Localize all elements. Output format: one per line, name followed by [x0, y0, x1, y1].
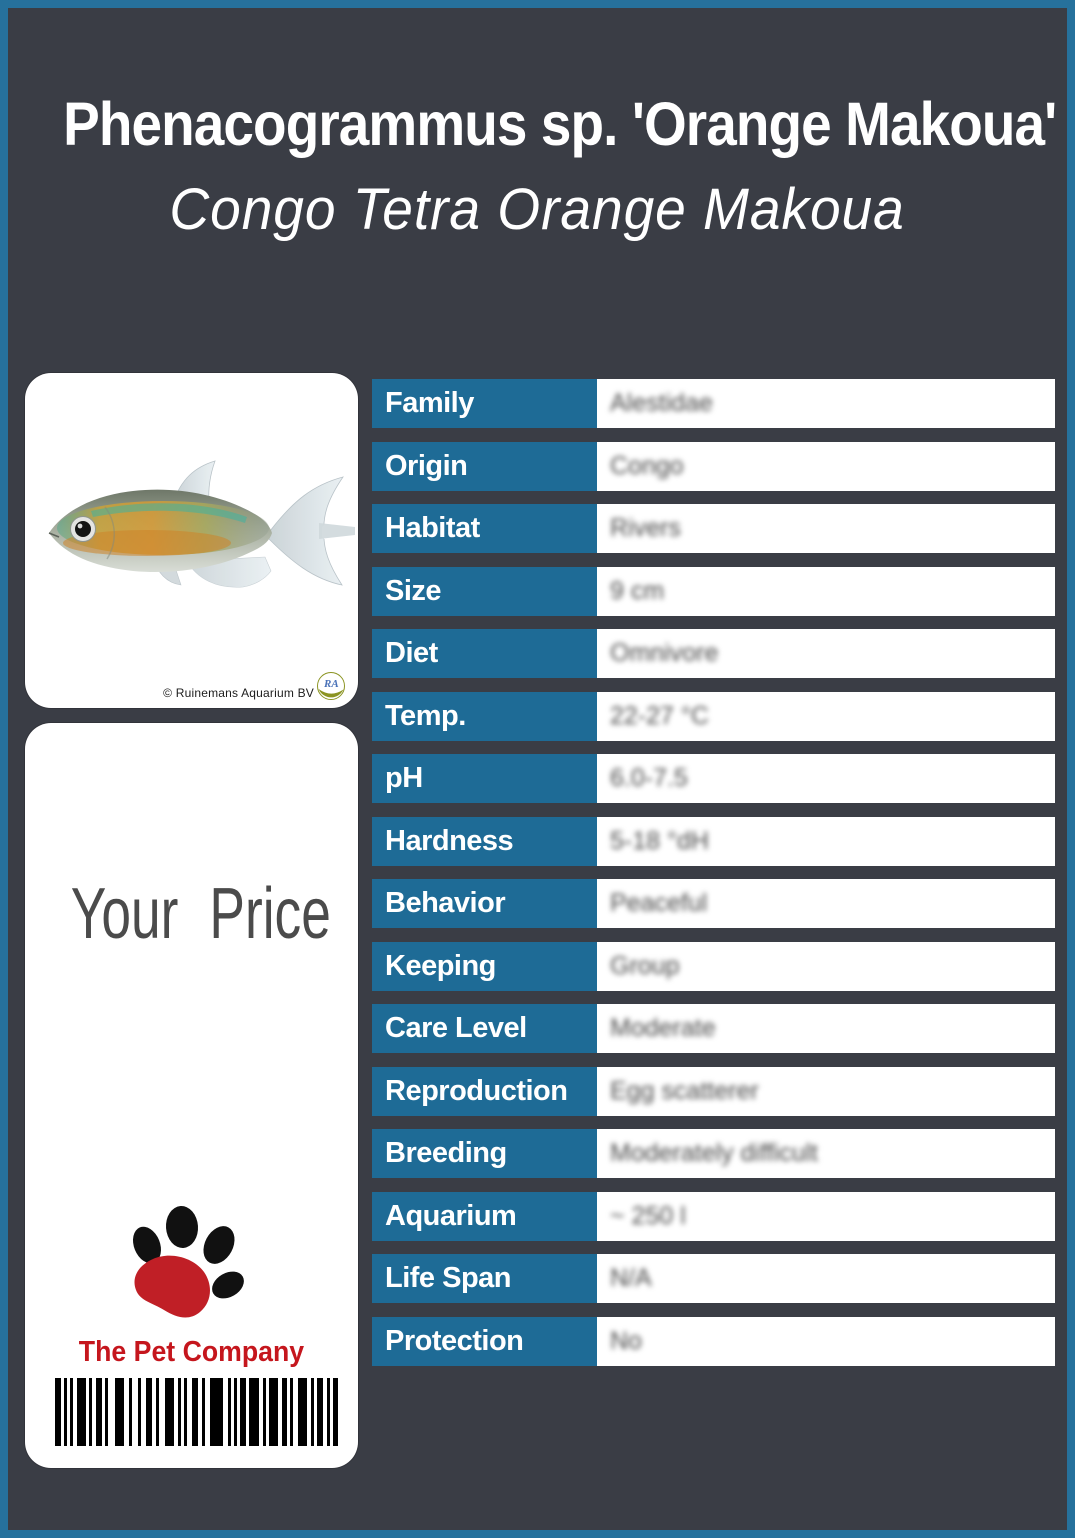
congo-tetra-photo [48, 460, 355, 588]
price-card: Your Price The Pet Company [25, 723, 358, 1468]
row-label: Origin [372, 441, 597, 491]
table-row: Keeping Group [372, 941, 1055, 991]
row-value-text: ~ 250 l [610, 1201, 686, 1230]
row-value-text: Rivers [610, 514, 681, 542]
table-row: Temp. 22-27 °C [372, 691, 1055, 741]
row-value: Rivers [597, 504, 1055, 553]
table-row: Family Alestidae [372, 379, 1055, 428]
paw-icon [133, 1206, 244, 1318]
row-value-text: 6.0-7.5 [610, 764, 688, 792]
page-title: Phenacogrammus sp. 'Orange Makoua' [8, 92, 1067, 156]
row-label: Life Span [372, 1254, 597, 1303]
row-value-text: Peaceful [610, 889, 708, 917]
table-row: Protection No [372, 1316, 1055, 1366]
row-label: Hardness [372, 816, 597, 866]
row-value: 5-18 °dH [597, 816, 1055, 866]
row-label: Protection [372, 1316, 597, 1366]
row-value-text: Omnivore [610, 639, 719, 667]
row-value-text: 5-18 °dH [610, 826, 709, 855]
row-value: ~ 250 l [597, 1191, 1055, 1241]
row-label: Care Level [372, 1004, 597, 1053]
row-label: Keeping [372, 941, 597, 991]
table-row: Aquarium ~ 250 l [372, 1191, 1055, 1241]
row-value-text: No [610, 1326, 642, 1355]
table-row: Reproduction Egg scatterer [372, 1066, 1055, 1116]
row-value: Congo [597, 441, 1055, 491]
price-label: Your Price [70, 874, 331, 954]
row-value-text: Moderate [610, 1014, 716, 1042]
row-label: Family [372, 379, 597, 428]
row-value: N/A [597, 1254, 1055, 1303]
species-name: Phenacogrammus sp. 'Orange Makoua' [63, 90, 1057, 158]
row-label: Behavior [372, 879, 597, 928]
table-row: Care Level Moderate [372, 1004, 1055, 1053]
page-subtitle: Congo Tetra Orange Makoua [8, 178, 1067, 242]
row-value: Peaceful [597, 879, 1055, 928]
row-value: Egg scatterer [597, 1066, 1055, 1116]
row-value-text: Moderately difficult [610, 1139, 818, 1167]
info-table: Family Alestidae Origin Congo Habitat Ri… [372, 379, 1055, 1366]
row-value: Omnivore [597, 629, 1055, 678]
table-row: pH 6.0-7.5 [372, 754, 1055, 803]
row-value: No [597, 1316, 1055, 1366]
row-label: Size [372, 566, 597, 616]
row-value-text: 22-27 °C [610, 701, 709, 730]
row-value: 6.0-7.5 [597, 754, 1055, 803]
barcode [55, 1378, 338, 1446]
row-label: pH [372, 754, 597, 803]
table-row: Behavior Peaceful [372, 879, 1055, 928]
row-value: Alestidae [597, 379, 1055, 428]
row-value-text: 9 cm [610, 576, 665, 605]
row-label: Breeding [372, 1129, 597, 1178]
row-value: Moderately difficult [597, 1129, 1055, 1178]
photo-copyright: © Ruinemans Aquarium BV [163, 686, 314, 700]
row-value: 22-27 °C [597, 691, 1055, 741]
row-value: Moderate [597, 1004, 1055, 1053]
svg-text:RA: RA [323, 678, 339, 690]
table-row: Size 9 cm [372, 566, 1055, 616]
row-label: Temp. [372, 691, 597, 741]
table-row: Breeding Moderately difficult [372, 1129, 1055, 1178]
row-value-text: N/A [610, 1264, 652, 1292]
table-row: Life Span N/A [372, 1254, 1055, 1303]
fish-photo-card: © Ruinemans Aquarium BV RA [25, 373, 358, 708]
row-label: Habitat [372, 504, 597, 553]
row-value: Group [597, 941, 1055, 991]
row-label: Reproduction [372, 1066, 597, 1116]
row-label: Diet [372, 629, 597, 678]
common-name: Congo Tetra Orange Makoua [169, 177, 906, 242]
row-label: Aquarium [372, 1191, 597, 1241]
row-value-text: Congo [610, 451, 684, 480]
row-value: 9 cm [597, 566, 1055, 616]
table-row: Habitat Rivers [372, 504, 1055, 553]
table-row: Origin Congo [372, 441, 1055, 491]
row-value-text: Egg scatterer [610, 1076, 759, 1105]
row-value-text: Group [610, 951, 680, 980]
ruinemans-aquarium-logo: RA [317, 672, 345, 700]
row-value-text: Alestidae [610, 389, 713, 417]
company-name: The Pet Company [78, 1336, 305, 1368]
table-row: Hardness 5-18 °dH [372, 816, 1055, 866]
table-row: Diet Omnivore [372, 629, 1055, 678]
